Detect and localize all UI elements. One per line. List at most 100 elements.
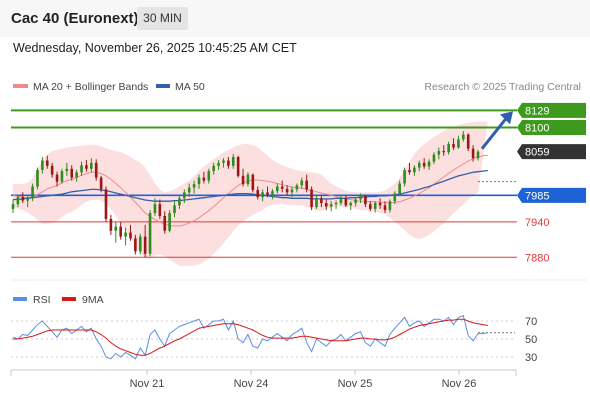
level-label-tag [517,144,586,160]
candle [217,159,220,170]
candle [241,168,245,187]
ma9-legend-label: 9MA [82,294,104,306]
ma20-legend-swatch [13,84,28,88]
research-credit: Research © 2025 Trading Central [424,81,581,93]
candle [251,173,255,193]
candle [315,195,318,209]
candle [178,195,181,209]
candle [197,174,201,189]
level-label-tag [517,102,586,118]
candle [75,169,78,182]
candle [41,156,44,174]
candle [393,191,397,205]
candle [349,201,353,211]
candle [99,175,103,193]
candle [168,210,171,233]
rsi-ma9-line [13,318,488,356]
header-bar [0,0,590,37]
candle [104,186,108,222]
candle [359,193,362,203]
candle [85,159,88,172]
candle [202,171,206,184]
level-label-tag [517,187,586,203]
rsi-tick-label: 70 [525,316,537,328]
candle [476,149,480,161]
candle [183,189,186,203]
candle [50,162,54,178]
candle [285,185,289,196]
candle [231,154,235,169]
level-label-text: 8129 [525,105,549,117]
candle [45,155,49,169]
level-label-7985: 7985 [517,187,586,203]
candle [462,131,465,142]
candle [134,234,137,255]
candle [138,233,142,255]
candle [212,162,215,175]
candle [236,155,240,178]
candle [21,192,25,203]
rsi-line [12,314,488,360]
candle [305,174,308,193]
x-tick-label: Nov 25 [338,378,373,390]
level-label-8100: 8100 [517,119,586,135]
candle [94,159,98,181]
rsi-legend: RSI 9MA [13,294,104,306]
instrument-title: Cac 40 (Euronext) [11,10,139,27]
candle [354,197,357,207]
forecast-arrow-shaft [480,116,509,150]
candle [124,227,127,246]
candle [427,159,431,170]
candle [60,168,64,184]
chart-legend: MA 20 + Bollinger Bands MA 50 Research ©… [13,81,581,93]
candle [373,201,377,213]
candle [471,145,475,162]
candle [413,165,416,176]
candle [158,199,162,219]
level-label-tag [517,119,586,135]
candle [369,201,372,212]
forecast-arrow [480,111,513,150]
candle [70,165,74,181]
level-label-text: 7880 [525,252,549,264]
ma50-legend-label: MA 50 [175,81,205,93]
candle [119,221,122,240]
candle [246,172,250,187]
candle [129,224,132,241]
candle [408,162,411,175]
candles [11,131,480,258]
candle [432,152,436,165]
candle [442,145,446,156]
x-tick-label: Nov 24 [234,378,269,390]
candle [65,162,69,176]
chart-datetime: Wednesday, November 26, 2025 10:45:25 AM… [13,41,297,55]
candle [173,201,176,218]
candle [344,195,348,208]
candle [324,199,328,211]
candle [222,158,225,168]
rsi-panel: 30 50 70 [11,314,537,364]
level-label-text: 8059 [525,147,549,159]
candle [90,158,93,173]
candle [437,147,441,160]
candle [334,200,338,209]
candle [320,194,323,208]
timeframe-button[interactable]: 30 MIN [137,7,188,30]
x-tick-label: Nov 21 [130,378,165,390]
candle [227,156,230,169]
level-label-text: 7940 [525,217,549,229]
candle [31,183,34,202]
candle [417,160,421,172]
level-labels: 8129 8100 8059 7985 7940 7880 [517,102,586,264]
ma20-legend-label: MA 20 + Bollinger Bands [33,81,148,93]
ma50-line [13,169,488,202]
candle [80,161,83,176]
candle [452,138,455,150]
candle [329,201,333,212]
ma9-legend-swatch [62,297,76,301]
candle [26,195,29,208]
candle [109,214,113,235]
level-label-text: 7985 [525,190,549,202]
candle [276,183,279,194]
candle [280,180,284,193]
